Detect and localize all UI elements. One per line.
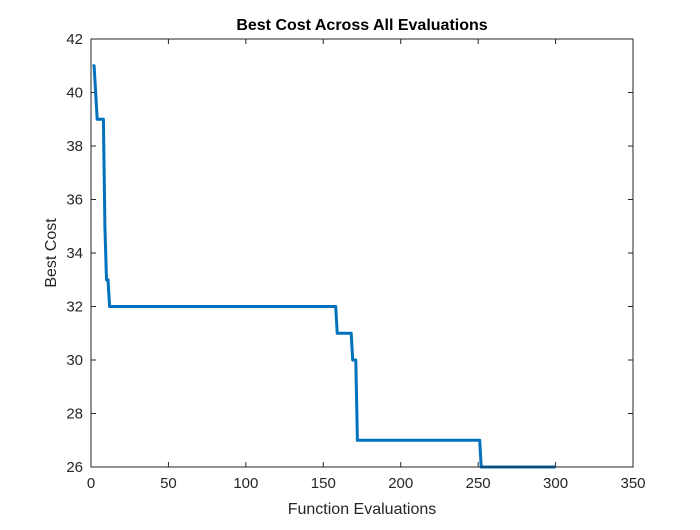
x-tick-label: 200 (388, 475, 413, 492)
x-axis-title: Function Evaluations (288, 501, 437, 518)
plot-area (91, 39, 633, 467)
x-tick-label: 50 (160, 475, 177, 492)
y-tick-label: 30 (66, 352, 83, 369)
ticks-layer: 0 50 100 150 200 250 300 350 26 28 30 32 34 36 38 40 42 (66, 31, 645, 492)
y-tick-label: 38 (66, 138, 83, 155)
y-tick-label: 32 (66, 299, 83, 316)
x-tick-label: 350 (620, 475, 645, 492)
x-tick-label: 300 (543, 475, 568, 492)
series-layer (92, 64, 556, 469)
x-tick-label: 100 (233, 475, 258, 492)
y-axis-title: Best Cost (43, 218, 60, 288)
series-line (92, 64, 556, 469)
y-tick-label: 34 (66, 245, 83, 262)
axes-box (90, 38, 634, 468)
chart-title: Best Cost Across All Evaluations (236, 17, 487, 34)
x-tick-label: 150 (311, 475, 336, 492)
y-tick-label: 26 (66, 459, 83, 476)
y-tick-label: 36 (66, 192, 83, 209)
x-tick-label: 0 (87, 475, 95, 492)
y-tick-label: 42 (66, 31, 83, 48)
y-tick-label: 28 (66, 406, 83, 423)
y-tick-label: 40 (66, 85, 83, 102)
x-tick-label: 250 (466, 475, 491, 492)
